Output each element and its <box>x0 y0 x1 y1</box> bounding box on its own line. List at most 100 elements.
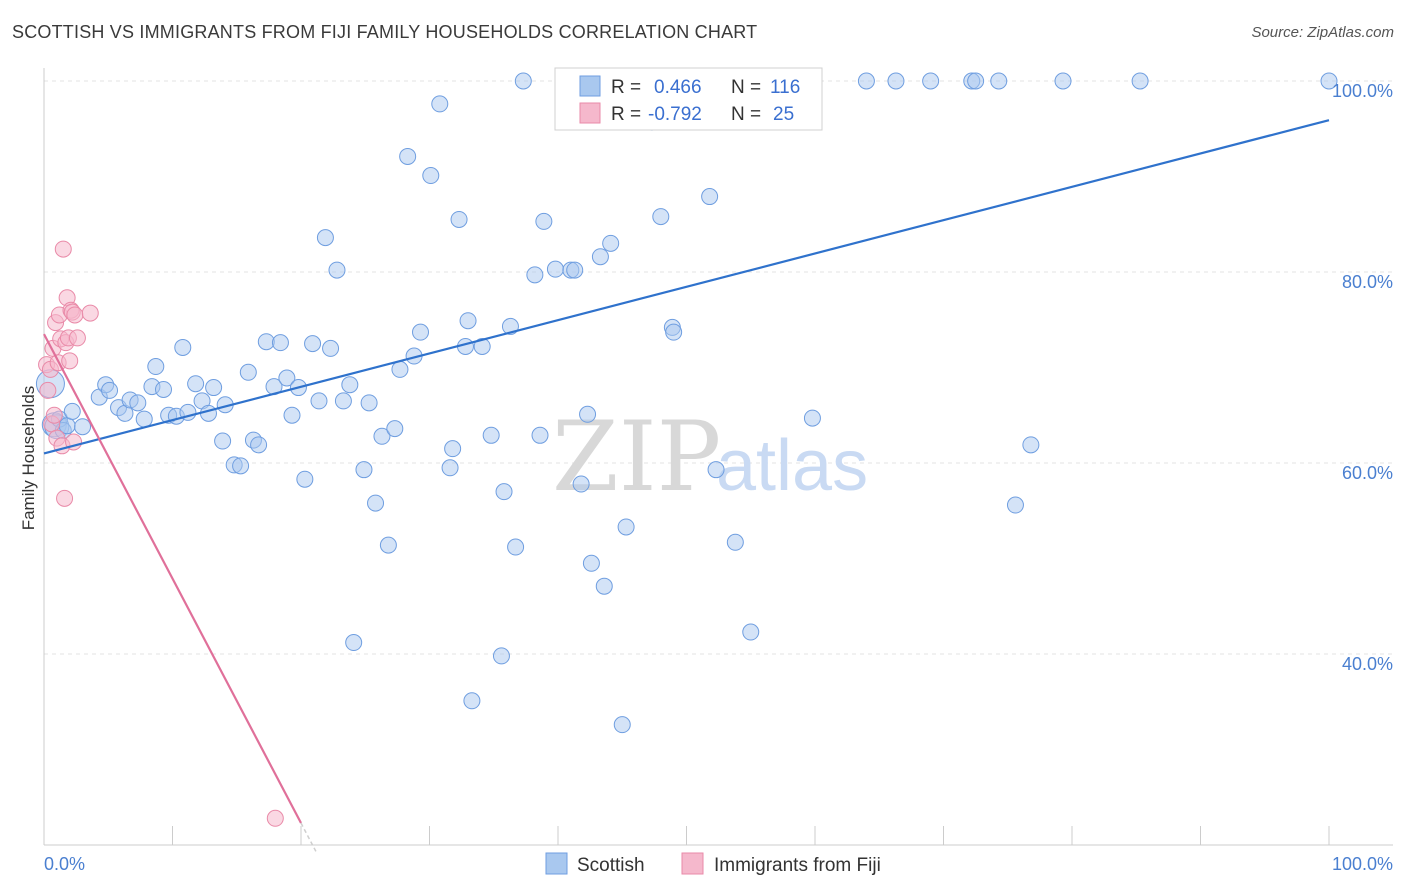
scottish-point <box>579 405 597 423</box>
legend-swatch-scottish <box>579 75 601 97</box>
scottish-point <box>582 554 600 572</box>
y-axis-label: Family Households <box>19 386 38 531</box>
scottish-point <box>595 577 613 595</box>
scottish-point <box>591 248 609 266</box>
scottish-point <box>613 716 631 734</box>
scottish-point <box>535 212 553 230</box>
fiji-point <box>66 306 84 324</box>
legend-n-value-fiji: 25 <box>773 104 794 125</box>
scottish-point <box>617 518 635 536</box>
scottish-point <box>147 358 165 376</box>
scottish-point <box>531 426 549 444</box>
trend-lines <box>43 119 1330 853</box>
legend-swatch-fiji <box>579 102 601 124</box>
scottish-point <box>310 392 328 410</box>
y-tick-label-80: 80.0% <box>1342 272 1393 292</box>
fiji-point <box>45 406 63 424</box>
scottish-point <box>431 95 449 113</box>
bottom-legend-label-scottish: Scottish <box>577 855 645 876</box>
watermark-atlas: atlas <box>716 426 868 506</box>
scottish-trend-line <box>43 119 1330 455</box>
scottish-point <box>214 432 232 450</box>
fiji-point <box>54 240 72 258</box>
fiji-point <box>266 809 284 827</box>
scottish-point <box>341 376 359 394</box>
y-tick-label-40: 40.0% <box>1342 654 1393 674</box>
series-fiji-points <box>38 240 284 827</box>
watermark-zip: ZIP <box>552 401 721 513</box>
scottish-point <box>482 426 500 444</box>
scottish-point <box>803 409 821 427</box>
scottish-point <box>367 494 385 512</box>
fiji-trend-line <box>43 333 302 824</box>
legend-n-label-fiji: N = <box>731 104 761 125</box>
scottish-point <box>101 381 119 399</box>
scottish-point <box>726 533 744 551</box>
bottom-legend-swatch-scottish <box>545 852 568 875</box>
scottish-point <box>328 261 346 279</box>
scottish-point <box>296 470 314 488</box>
scottish-point <box>239 363 257 381</box>
scottish-point <box>857 72 875 90</box>
scottish-point <box>129 394 147 412</box>
scottish-point <box>1320 72 1338 90</box>
scottish-point <box>459 312 477 330</box>
scottish-point <box>463 692 481 710</box>
stats-legend: R = 0.466 N = 116 R = -0.792 N = 25 <box>554 67 823 131</box>
series-scottish-points <box>35 72 1338 734</box>
bottom-legend-label-fiji: Immigrants from Fiji <box>714 855 881 876</box>
scottish-point <box>386 420 404 438</box>
scottish-point <box>507 538 525 556</box>
scottish-point <box>205 379 223 397</box>
scottish-point <box>514 72 532 90</box>
scottish-point <box>566 261 584 279</box>
scottish-point <box>174 338 192 356</box>
scottish-point <box>345 634 363 652</box>
scottish-point <box>665 323 683 341</box>
scottish-point <box>707 461 725 479</box>
scottish-point <box>1131 72 1149 90</box>
x-tick-label-max: 100.0% <box>1332 854 1393 874</box>
scottish-point <box>399 147 417 165</box>
source-credit: Source: ZipAtlas.com <box>1251 24 1394 41</box>
scottish-point <box>232 457 250 475</box>
legend-r-label-fiji: R = <box>611 104 641 125</box>
scottish-point <box>355 461 373 479</box>
scottish-point <box>526 266 544 284</box>
axes <box>43 68 1393 846</box>
scottish-point <box>922 72 940 90</box>
scottish-point <box>155 380 173 398</box>
scottish-point <box>492 647 510 665</box>
fiji-point <box>56 489 74 507</box>
scottish-point <box>990 72 1008 90</box>
scottish-point <box>250 436 268 454</box>
bottom-legend-swatch-fiji <box>681 852 704 875</box>
scottish-point <box>572 475 590 493</box>
scottish-point <box>1054 72 1072 90</box>
y-tick-label-60: 60.0% <box>1342 463 1393 483</box>
scottish-point <box>887 72 905 90</box>
scottish-point <box>1022 436 1040 454</box>
fiji-point <box>68 329 86 347</box>
fiji-point <box>81 304 99 322</box>
scottish-point <box>74 418 92 436</box>
scottish-point <box>391 360 409 378</box>
x-tick-label-min: 0.0% <box>44 854 85 874</box>
scottish-point <box>187 375 205 393</box>
scottish-point <box>546 260 564 278</box>
scottish-point <box>271 334 289 352</box>
scottish-point <box>379 536 397 554</box>
scottish-point <box>444 440 462 458</box>
scottish-point <box>495 483 513 501</box>
scottish-point <box>373 427 391 445</box>
scottish-point <box>422 167 440 185</box>
scottish-point <box>257 333 275 351</box>
y-tick-label-100: 100.0% <box>1332 81 1393 101</box>
scottish-point <box>278 369 296 387</box>
legend-n-value-scottish: 116 <box>770 77 800 98</box>
scottish-point <box>316 229 334 247</box>
tick-labels: 40.0% 60.0% 80.0% 100.0% 0.0% 100.0% <box>44 81 1393 874</box>
scottish-point <box>602 234 620 252</box>
chart-title: SCOTTISH VS IMMIGRANTS FROM FIJI FAMILY … <box>12 22 758 42</box>
